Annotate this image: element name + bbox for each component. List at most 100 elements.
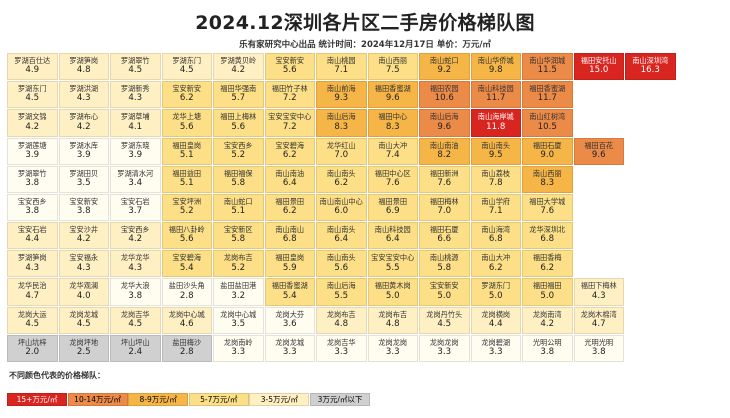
empty-cell <box>625 278 676 305</box>
district-price: 3.3 <box>488 347 503 358</box>
district-price: 4.3 <box>591 290 606 301</box>
district-cell: 南山海湾 6.8 <box>470 222 521 250</box>
district-name: 坪山坑梓 <box>17 337 47 347</box>
district-cell: 龙岗南岭 3.3 <box>213 334 264 362</box>
district-cell: 盐田盐田港 3.2 <box>213 278 264 306</box>
district-name: 宝安新安 <box>172 84 202 94</box>
district-name: 龙岗丹竹头 <box>426 309 463 319</box>
district-name: 罗湖新秀 <box>120 84 150 94</box>
district-cell: 南山华润城 11.5 <box>522 53 573 81</box>
district-name: 南山蛇口 <box>223 196 253 206</box>
district-cell: 南山南头 9.5 <box>470 137 521 165</box>
empty-cell <box>677 335 728 362</box>
district-cell: 南山科技园 6.4 <box>367 222 418 250</box>
district-name: 南山前海 <box>326 84 356 94</box>
district-price: 5.5 <box>385 262 400 273</box>
legend-item: 8-9万元/㎡ <box>128 393 189 406</box>
district-cell: 龙岗龙岗 3.3 <box>419 334 470 362</box>
district-name: 龙岗大运 <box>17 309 47 319</box>
district-price: 3.3 <box>334 347 349 358</box>
district-cell: 宝安西乡 4.2 <box>110 222 161 250</box>
district-price: 2.8 <box>179 347 194 358</box>
district-name: 龙岗吉华 <box>326 337 356 347</box>
district-cell: 宝安福永 4.3 <box>58 250 109 278</box>
district-price: 3.3 <box>437 347 452 358</box>
district-price: 7.6 <box>437 178 452 189</box>
district-cell: 福田香梅 6.2 <box>522 250 573 278</box>
district-name: 龙华深圳北 <box>529 225 566 235</box>
district-name: 南山后海 <box>326 112 356 122</box>
district-name: 福田皇岗 <box>172 140 202 150</box>
district-name: 福田香蜜湖 <box>271 281 308 291</box>
district-cell: 光明光明 3.8 <box>573 334 624 362</box>
district-name: 南山后海 <box>326 281 356 291</box>
district-name: 南山西丽 <box>532 168 562 178</box>
district-cell: 福田益田 5.1 <box>161 165 212 193</box>
district-cell: 南山前海 9.3 <box>316 81 367 109</box>
district-price: 7.6 <box>540 206 555 217</box>
district-cell: 罗湖新秀 4.3 <box>110 81 161 109</box>
district-cell: 龙华大浪 3.8 <box>110 278 161 306</box>
page-title: 2024.12深圳各片区二手房价格梯队图 <box>195 12 535 34</box>
district-price: 4.4 <box>25 234 40 245</box>
district-price: 5.8 <box>437 262 452 273</box>
district-price: 2.0 <box>25 347 40 358</box>
district-cell: 罗湖布心 4.2 <box>58 109 109 137</box>
district-name: 宝安碧海 <box>172 253 202 263</box>
district-cell: 宝安坪洲 5.2 <box>161 193 212 222</box>
district-cell: 南山荔枝 7.8 <box>470 165 521 193</box>
district-name: 福田新洲 <box>429 168 459 178</box>
district-cell: 南山南山 6.8 <box>264 222 315 250</box>
district-cell: 龙岗坪地 2.5 <box>58 334 109 362</box>
district-price: 9.8 <box>488 65 503 76</box>
district-name: 福田皇岗 <box>275 253 305 263</box>
empty-cell <box>574 250 625 277</box>
district-name: 福田香梅 <box>532 253 562 263</box>
legend-item: 3万元/㎡以下 <box>309 393 370 406</box>
district-name: 南山大冲 <box>378 140 408 150</box>
district-name: 龙岗中心城 <box>168 309 205 319</box>
district-price: 6.4 <box>385 234 400 245</box>
empty-cell <box>625 138 676 165</box>
district-cell: 南山南头 6.4 <box>316 222 367 250</box>
district-price: 5.8 <box>231 178 246 189</box>
district-cell: 福田香蜜湖 9.6 <box>367 81 418 109</box>
district-cell: 宝安西乡 5.2 <box>213 137 264 165</box>
empty-cell <box>574 222 625 249</box>
district-name: 罗湖东门 <box>17 84 47 94</box>
district-price: 2.4 <box>128 347 143 358</box>
district-cell: 南山南头 6.2 <box>316 165 367 193</box>
district-name: 龙华观澜 <box>69 281 99 291</box>
district-price: 3.8 <box>76 206 91 217</box>
district-price: 4.2 <box>25 121 40 132</box>
district-price: 3.8 <box>591 347 606 358</box>
district-price: 5.2 <box>231 149 246 160</box>
district-cell: 南山大冲 6.2 <box>470 250 521 278</box>
district-name: 龙岗龙岗 <box>378 337 408 347</box>
district-name: 南山桃园 <box>326 56 356 65</box>
district-cell: 南山后海 9.6 <box>419 109 470 137</box>
empty-cell <box>625 335 676 362</box>
district-name: 宝安宝安中心 <box>371 253 415 263</box>
district-cell: 福田香蜜湖 11.7 <box>522 81 573 109</box>
district-name: 宝安西乡 <box>223 140 253 150</box>
district-price: 5.9 <box>282 262 297 273</box>
district-cell: 罗湖莲塘 3.9 <box>7 137 58 165</box>
district-cell: 罗湖笋岗 4.3 <box>7 250 58 278</box>
district-name: 南山西丽 <box>378 56 408 65</box>
district-price: 4.7 <box>591 318 606 329</box>
district-name: 龙岗木棉湾 <box>580 309 617 319</box>
district-price: 6.2 <box>179 93 194 104</box>
district-cell: 盐田沙头角 2.8 <box>161 278 212 306</box>
district-name: 龙岗横岗 <box>481 309 511 319</box>
district-price: 5.4 <box>179 262 194 273</box>
district-name: 福田景田 <box>275 196 305 206</box>
district-price: 5.0 <box>488 290 503 301</box>
district-price: 4.7 <box>25 290 40 301</box>
district-cell: 龙华上塘 5.6 <box>161 109 212 137</box>
empty-cell <box>677 138 728 165</box>
district-name: 龙华上塘 <box>172 112 202 122</box>
empty-cell <box>625 307 676 334</box>
district-price: 6.6 <box>437 234 452 245</box>
district-name: 南山后海 <box>429 112 459 122</box>
